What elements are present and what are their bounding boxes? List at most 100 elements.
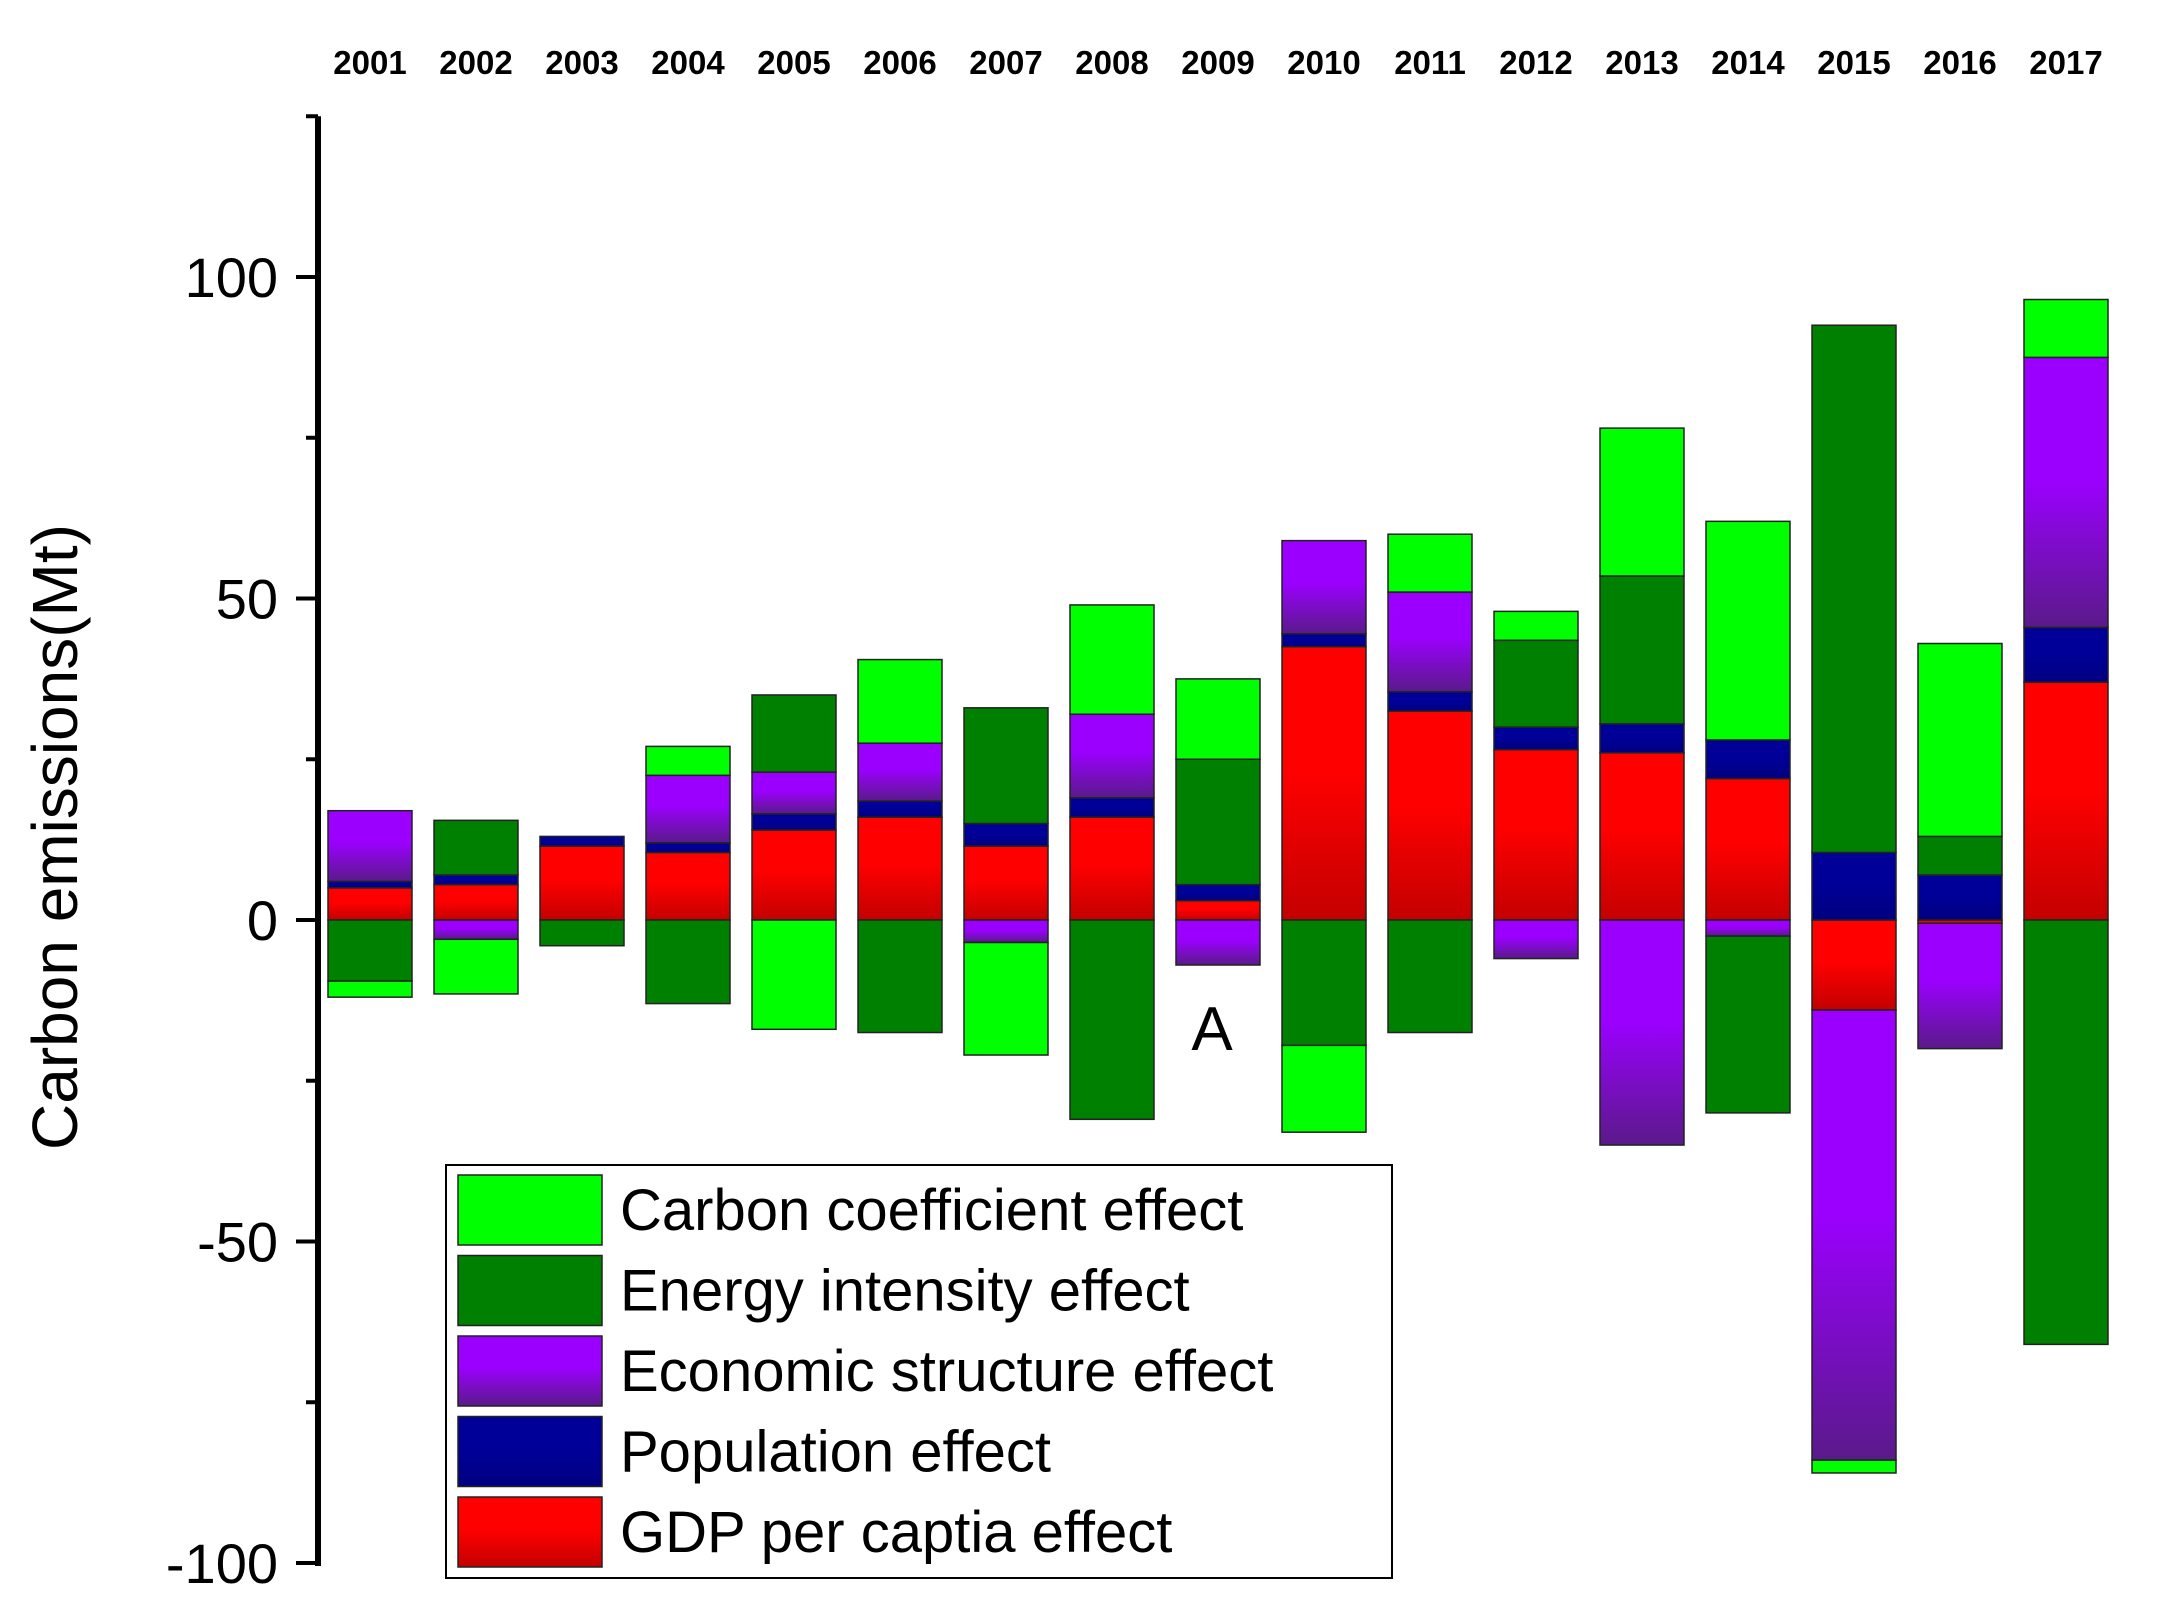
bar-econ-2002 <box>433 919 519 941</box>
legend-swatch-gdp <box>457 1496 603 1568</box>
bar-pop-2010 <box>1281 633 1367 648</box>
y-tick-label: -50 <box>197 1211 278 1274</box>
legend-swatch-pop <box>457 1415 603 1488</box>
legend-label-gdp: GDP per captia effect <box>620 1500 1172 1565</box>
bar-econ-2016 <box>1917 922 2003 1050</box>
bar-pop-2001 <box>327 880 413 889</box>
bar-carbon-2011 <box>1387 533 1473 593</box>
legend-label-energy: Energy intensity effect <box>620 1259 1190 1324</box>
bar-pop-2002 <box>433 874 519 886</box>
bar-carbon-2007 <box>963 941 1049 1056</box>
legend-label-carbon: Carbon coefficient effect <box>620 1178 1243 1243</box>
bar-energy-2012 <box>1493 639 1579 728</box>
bar-gdp-2015 <box>1811 919 1897 1011</box>
bar-gdp-2002 <box>433 883 519 921</box>
y-tick-label: -100 <box>166 1532 278 1595</box>
bar-pop-2013 <box>1599 723 1685 754</box>
bar-pop-2007 <box>963 822 1049 847</box>
bar-gdp-2010 <box>1281 645 1367 921</box>
bar-gdp-2008 <box>1069 816 1155 921</box>
bar-energy-2014 <box>1705 935 1791 1114</box>
bar-econ-2010 <box>1281 539 1367 635</box>
year-label-2013: 2013 <box>1605 44 1678 81</box>
bar-pop-2003 <box>539 835 625 847</box>
bar-energy-2017 <box>2023 919 2109 1346</box>
year-label-2016: 2016 <box>1923 44 1996 81</box>
bar-carbon-2006 <box>857 658 943 744</box>
year-label-2001: 2001 <box>333 44 406 81</box>
bar-carbon-2014 <box>1705 520 1791 741</box>
bar-energy-2009 <box>1175 758 1261 886</box>
bar-pop-2005 <box>751 813 837 831</box>
year-label-2012: 2012 <box>1499 44 1572 81</box>
annotation-label: A <box>1191 995 1233 1064</box>
bar-econ-2008 <box>1069 713 1155 799</box>
legend-frame <box>445 1164 1393 1579</box>
legend-swatch-carbon <box>457 1174 603 1246</box>
y-axis-title: Carbon emissions(Mt) <box>19 524 91 1150</box>
bar-gdp-2013 <box>1599 752 1685 921</box>
bar-gdp-2003 <box>539 845 625 921</box>
bar-carbon-2004 <box>645 745 731 777</box>
bar-gdp-2009 <box>1175 899 1261 921</box>
bar-econ-2015 <box>1811 1009 1897 1461</box>
bar-gdp-2017 <box>2023 681 2109 921</box>
bar-gdp-2001 <box>327 887 413 921</box>
bar-pop-2006 <box>857 800 943 818</box>
bar-energy-2008 <box>1069 919 1155 1121</box>
bar-energy-2002 <box>433 819 519 876</box>
bar-pop-2011 <box>1387 690 1473 712</box>
bar-econ-2007 <box>963 919 1049 944</box>
bar-carbon-2008 <box>1069 604 1155 715</box>
y-tick-label: 50 <box>216 568 278 631</box>
bar-gdp-2006 <box>857 816 943 921</box>
bar-gdp-2004 <box>645 851 731 921</box>
year-label-2003: 2003 <box>545 44 618 81</box>
bar-econ-2012 <box>1493 919 1579 960</box>
bar-carbon-2010 <box>1281 1044 1367 1133</box>
bars <box>327 298 2109 1474</box>
y-axis: 100 50 0 -50 -100 <box>166 114 321 1595</box>
bar-econ-2001 <box>327 809 413 883</box>
bar-pop-2012 <box>1493 726 1579 751</box>
year-label-2015: 2015 <box>1817 44 1890 81</box>
bar-econ-2013 <box>1599 919 1685 1146</box>
bar-pop-2015 <box>1811 851 1897 921</box>
y-tick-label: 0 <box>247 889 278 952</box>
bar-carbon-2015 <box>1811 1459 1897 1474</box>
bar-energy-2001 <box>327 919 413 982</box>
bar-gdp-2005 <box>751 829 837 921</box>
bar-pop-2004 <box>645 842 731 854</box>
bar-carbon-2016 <box>1917 642 2003 838</box>
year-label-2008: 2008 <box>1075 44 1148 81</box>
year-label-2017: 2017 <box>2029 44 2102 81</box>
year-label-2014: 2014 <box>1711 44 1785 81</box>
bar-econ-2006 <box>857 742 943 802</box>
bar-econ-2017 <box>2023 356 2109 629</box>
year-labels: 2001 2002 2003 2004 2005 2006 2007 2008 2009 2010… <box>333 44 2102 81</box>
year-label-2004: 2004 <box>651 44 725 81</box>
y-ticks: 100 50 0 -50 -100 <box>166 114 318 1595</box>
bar-gdp-2012 <box>1493 748 1579 921</box>
bar-pop-2008 <box>1069 797 1155 818</box>
bar-energy-2003 <box>539 919 625 947</box>
year-label-2006: 2006 <box>863 44 936 81</box>
bar-gdp-2011 <box>1387 710 1473 921</box>
bar-pop-2014 <box>1705 739 1791 780</box>
bar-energy-2013 <box>1599 575 1685 725</box>
year-label-2002: 2002 <box>439 44 512 81</box>
year-label-2011: 2011 <box>1394 44 1466 81</box>
bar-pop-2009 <box>1175 883 1261 902</box>
bar-energy-2011 <box>1387 919 1473 1034</box>
year-label-2010: 2010 <box>1287 44 1360 81</box>
legend-swatch-econ <box>457 1335 603 1407</box>
legend-label-econ: Economic structure effect <box>620 1339 1273 1404</box>
bar-econ-2014 <box>1705 919 1791 937</box>
year-label-2005: 2005 <box>757 44 830 81</box>
bar-gdp-2014 <box>1705 777 1791 921</box>
bar-energy-2015 <box>1811 324 1897 854</box>
year-label-2009: 2009 <box>1181 44 1254 81</box>
bar-energy-2004 <box>645 919 731 1005</box>
bar-energy-2007 <box>963 707 1049 825</box>
